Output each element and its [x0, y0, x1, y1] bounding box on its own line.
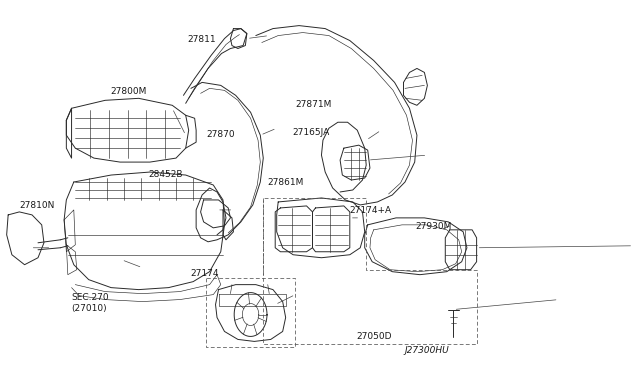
- Text: J27300HU: J27300HU: [404, 346, 449, 355]
- Text: 27930M: 27930M: [415, 222, 451, 231]
- Text: 27870: 27870: [206, 129, 235, 139]
- Text: SEC.270: SEC.270: [71, 294, 109, 302]
- Text: 27810N: 27810N: [20, 201, 55, 210]
- Text: 27174+A: 27174+A: [349, 206, 391, 215]
- Text: 27165JA: 27165JA: [292, 128, 329, 137]
- Text: 27811: 27811: [187, 35, 216, 44]
- Text: (27010): (27010): [71, 304, 107, 313]
- Text: 28452B: 28452B: [148, 170, 183, 179]
- Text: 27871M: 27871M: [296, 100, 332, 109]
- Text: 27800M: 27800M: [111, 87, 147, 96]
- Text: 27174: 27174: [191, 269, 220, 278]
- Text: 27050D: 27050D: [356, 331, 392, 341]
- Text: 27861M: 27861M: [267, 178, 303, 187]
